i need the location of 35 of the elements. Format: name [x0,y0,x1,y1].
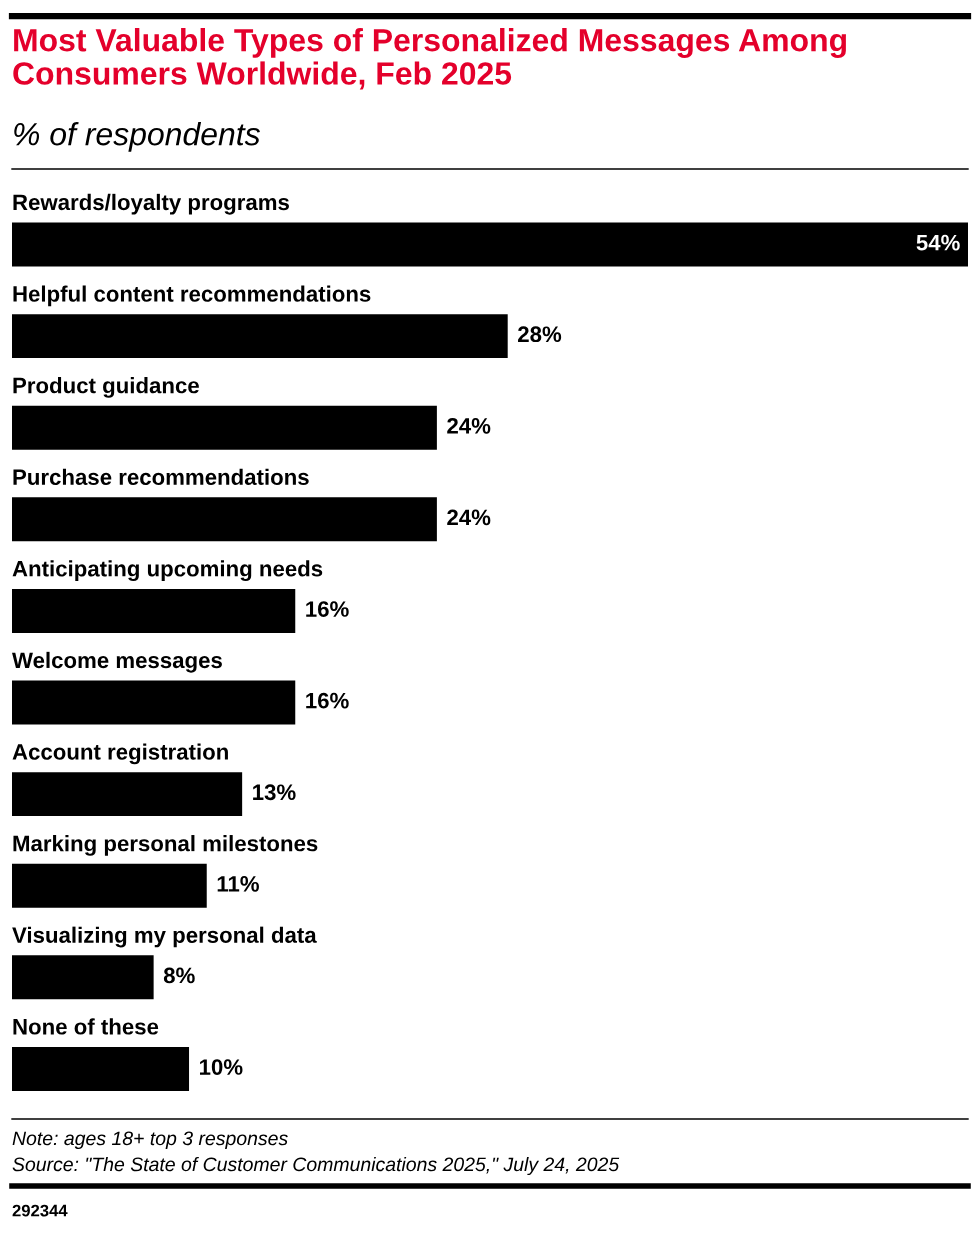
data-label: 28% [518,326,562,343]
data-label: 13% [253,784,296,801]
y-tick-label: Purchase recommendations [13,468,309,485]
data-label: 24% [447,417,491,434]
y-tick-label: Helpful content recommendations [13,285,371,307]
data-label: 16% [306,692,349,709]
source-note: Source: "The State of Customer Communications 2025," July 24, 2025 [12,1156,620,1176]
data-label: 54% [916,234,960,251]
data-label: 10% [200,1059,243,1075]
y-tick-label: Visualizing my personal data [12,926,317,948]
data-label: 16% [306,601,349,617]
y-tick-label: Welcome messages [12,651,222,673]
data-label: 8% [163,967,195,984]
data-label: 11% [217,876,259,892]
y-tick-label: Rewards/loyalty programs [13,193,289,215]
chart-title: Most Valuable Types of Personalized Messages Among Consumers Worldwide, Feb 2025 [13,28,846,90]
bar [12,680,296,725]
bar [12,863,207,908]
text: Note: ages 18+ top 3 responses [12,1131,288,1150]
text: 292344 [12,1204,68,1217]
bar [12,405,437,450]
y-tick-label: Marking personal milestones [13,835,318,856]
data-label: 24% [447,509,491,526]
y-tick-label: None of these [13,1018,159,1035]
y-tick-label: Product guidance [13,377,199,398]
bar [12,588,296,633]
y-tick-label: Anticipating upcoming needs [12,560,323,582]
bar [12,314,508,359]
y-tick-label: Account registration [12,743,228,765]
bar [12,222,968,267]
bar [12,772,243,817]
chart-subtitle: % of respondents [14,122,260,152]
bar [12,955,154,1000]
bar [12,497,437,542]
bar [12,1046,190,1091]
